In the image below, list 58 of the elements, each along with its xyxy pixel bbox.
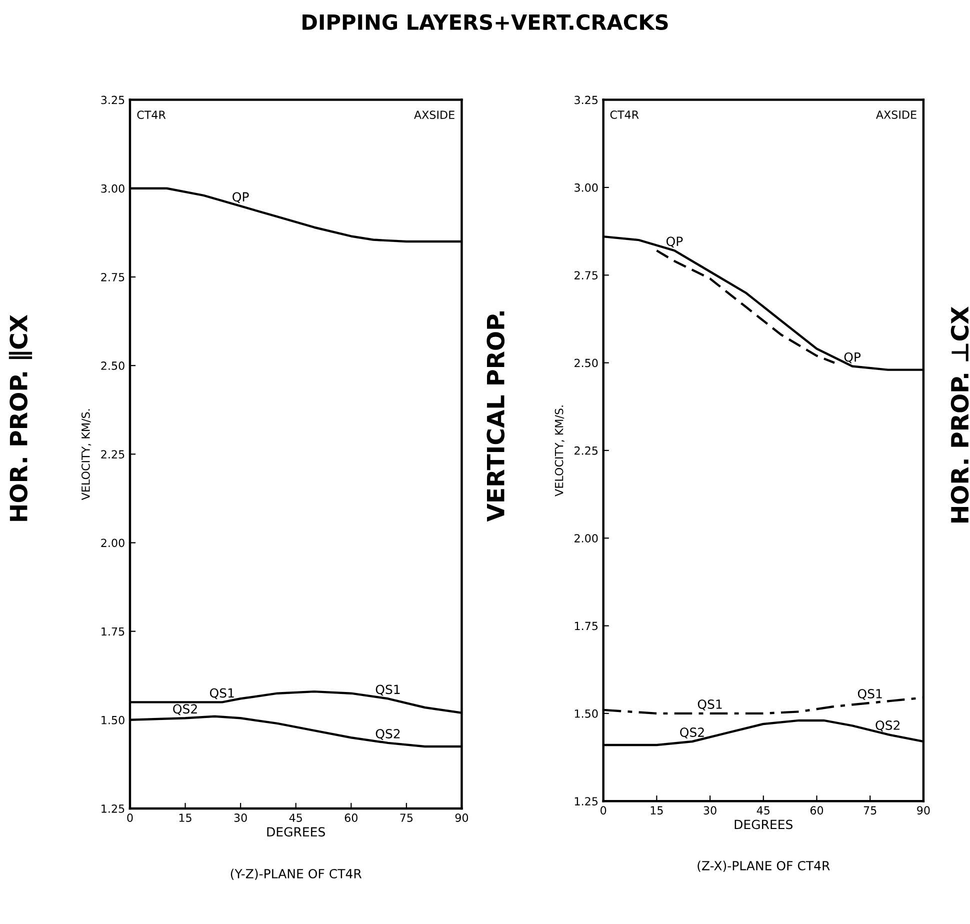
y-tick-label: 3.25 — [574, 96, 598, 104]
x-tick-label: 75 — [400, 814, 413, 822]
x-tick-label: 60 — [810, 806, 824, 815]
annotation: QS2 — [680, 728, 704, 738]
x-tick-label: 15 — [179, 814, 192, 822]
x-tick-label: 45 — [756, 806, 770, 815]
y-tick-label: 3.00 — [574, 183, 598, 192]
y-tick-label: 2.25 — [574, 446, 598, 455]
annotation: QS2 — [376, 728, 400, 740]
annotation: QS1 — [376, 684, 400, 696]
y-tick-label: 1.75 — [574, 622, 598, 630]
y-axis-title: VELOCITY, KM/S. — [554, 406, 564, 496]
annotation: CT4R — [137, 110, 166, 120]
x-tick-label: 45 — [289, 814, 302, 822]
y-tick-label: 1.50 — [102, 716, 124, 724]
y-tick-label: 2.50 — [574, 358, 598, 368]
annotation: QP — [232, 192, 249, 204]
y-axis-title: VELOCITY, KM/S. — [81, 409, 92, 500]
annotation: CT4R — [610, 110, 639, 119]
annotation: QS2 — [876, 720, 900, 732]
y-tick-label: 3.00 — [101, 184, 124, 193]
x-tick-label: 90 — [917, 806, 930, 815]
annotation: QP — [666, 236, 683, 248]
annotation: AXSIDE — [876, 110, 916, 119]
y-tick-label: 3.25 — [101, 96, 124, 104]
x-tick-label: 75 — [864, 806, 876, 815]
annotation: QS1 — [210, 688, 234, 700]
y-tick-label: 2.50 — [101, 362, 124, 370]
line-series — [656, 249, 836, 364]
y-tick-label: 1.25 — [574, 797, 598, 806]
x-tick-label: 0 — [127, 814, 133, 822]
text: (Y-Z)-PLANE OF CT4R — [230, 868, 362, 880]
y-tick-label: 2.00 — [101, 538, 124, 548]
x-tick-label: 30 — [704, 806, 716, 815]
text: VERTICAL PROP. — [486, 311, 505, 522]
x-tick-label: 15 — [650, 806, 663, 815]
x-axis-title: DEGREES — [267, 827, 325, 837]
text: (Z-X)-PLANE OF CT4R — [698, 860, 830, 872]
annotation: QS1 — [698, 699, 722, 710]
y-tick-label: 2.75 — [574, 271, 598, 280]
y-tick-label: 2.25 — [101, 450, 124, 459]
x-tick-label: 90 — [455, 814, 468, 822]
y-tick-label: 2.00 — [574, 534, 598, 542]
x-tick-label: 60 — [344, 814, 358, 822]
annotation: AXSIDE — [414, 110, 454, 120]
annotation: QS2 — [173, 704, 197, 716]
text: HOR. PROP. ∥CX — [8, 314, 32, 521]
x-axis-title: DEGREES — [734, 820, 793, 830]
y-tick-label: 2.75 — [101, 272, 124, 282]
x-tick-label: 30 — [234, 814, 247, 822]
y-tick-label: 1.75 — [102, 627, 124, 636]
x-tick-label: 0 — [600, 806, 606, 815]
annotation: QS1 — [858, 688, 882, 700]
text: HOR. PROP. ⊥CX — [950, 306, 969, 522]
chart-title: DIPPING LAYERS+VERT.CRACKS — [302, 14, 668, 30]
y-tick-label: 1.25 — [102, 804, 124, 813]
annotation: QP — [844, 352, 861, 364]
y-tick-label: 1.50 — [574, 709, 598, 718]
